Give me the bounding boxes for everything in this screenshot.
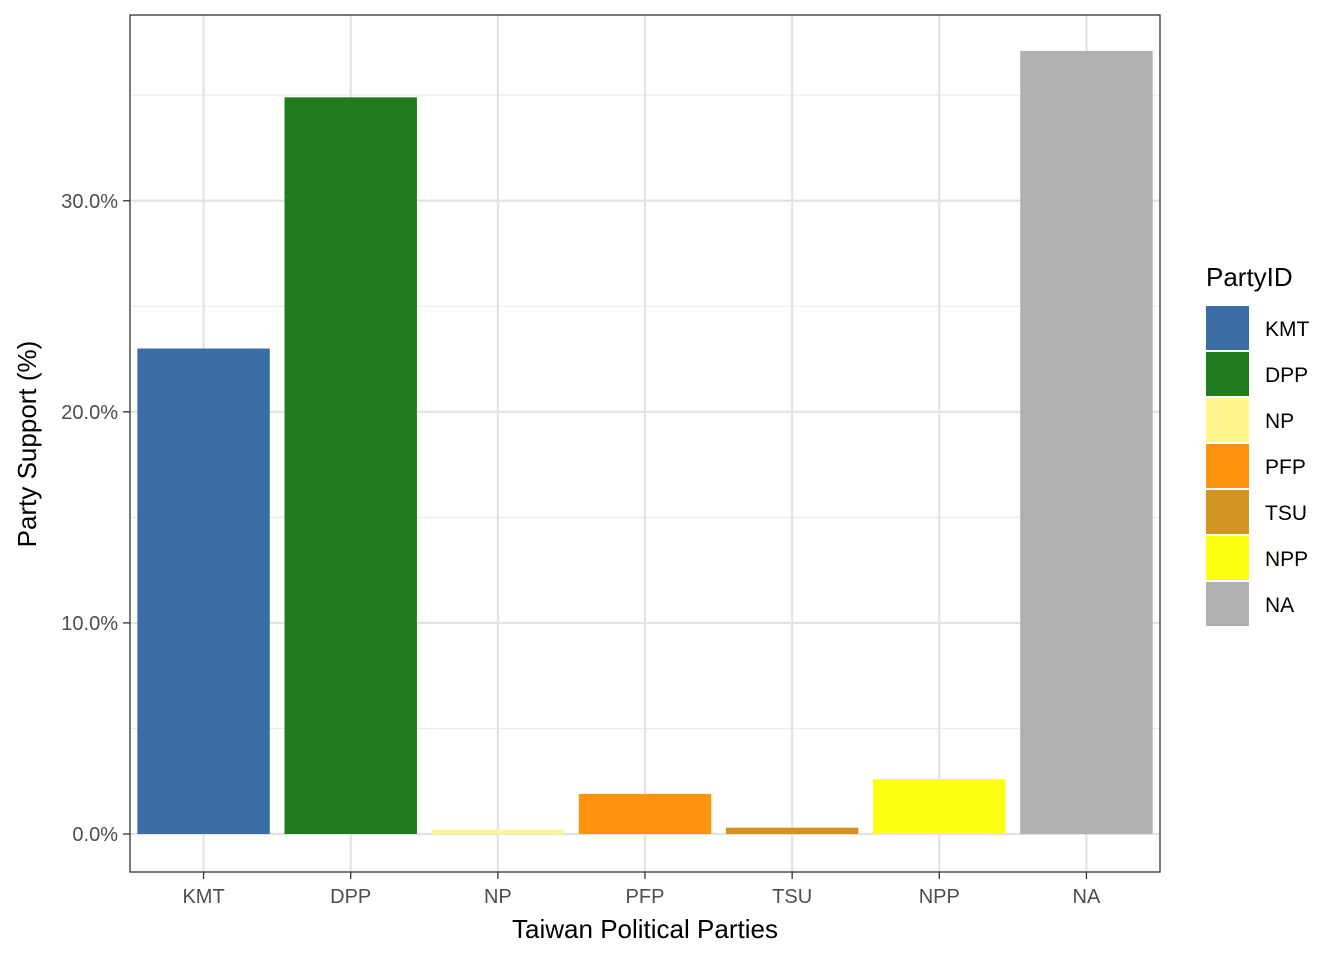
bar-np — [431, 829, 565, 835]
bar-npp — [873, 779, 1006, 835]
x-tick-label: PFP — [626, 886, 665, 908]
bar-tsu — [725, 827, 859, 835]
legend-label-na: NA — [1265, 594, 1294, 617]
x-tick-label: DPP — [330, 886, 371, 908]
y-axis-title: Party Support (%) — [12, 341, 42, 548]
bars — [137, 50, 1153, 835]
legend-label-tsu: TSU — [1265, 502, 1307, 525]
y-tick-label: 20.0% — [61, 402, 118, 424]
legend-label-dpp: DPP — [1265, 364, 1308, 387]
bar-kmt — [137, 348, 270, 835]
legend-label-pfp: PFP — [1265, 456, 1306, 479]
x-tick-label: TSU — [772, 886, 812, 908]
legend-key-pfp — [1206, 444, 1249, 488]
x-tick-label: NA — [1073, 886, 1101, 908]
x-tick-label: NPP — [919, 886, 960, 908]
legend-title: PartyID — [1206, 262, 1293, 292]
legend-label-kmt: KMT — [1265, 318, 1310, 341]
x-tick-label: NP — [484, 886, 512, 908]
legend-key-npp — [1206, 536, 1249, 580]
bar-na — [1020, 50, 1153, 835]
y-tick-label: 10.0% — [61, 613, 118, 635]
y-tick-label: 30.0% — [61, 191, 118, 213]
legend-key-tsu — [1206, 490, 1249, 534]
legend-label-np: NP — [1265, 410, 1294, 433]
x-axis: KMT DPP NP PFP TSU NPP NA — [182, 872, 1101, 908]
bar-pfp — [578, 793, 712, 835]
legend-key-na — [1206, 582, 1249, 626]
legend-key-kmt — [1206, 306, 1249, 350]
x-tick-label: KMT — [182, 886, 224, 908]
legend-label-npp: NPP — [1265, 548, 1308, 571]
legend: PartyID KMT DPP NP PFP TSU NPP NA — [1206, 262, 1310, 626]
x-axis-title: Taiwan Political Parties — [512, 914, 778, 944]
y-tick-label: 0.0% — [72, 824, 118, 846]
bar-dpp — [284, 97, 417, 835]
y-axis: 0.0% 10.0% 20.0% 30.0% — [61, 191, 130, 846]
legend-key-dpp — [1206, 352, 1249, 396]
legend-key-np — [1206, 398, 1249, 442]
